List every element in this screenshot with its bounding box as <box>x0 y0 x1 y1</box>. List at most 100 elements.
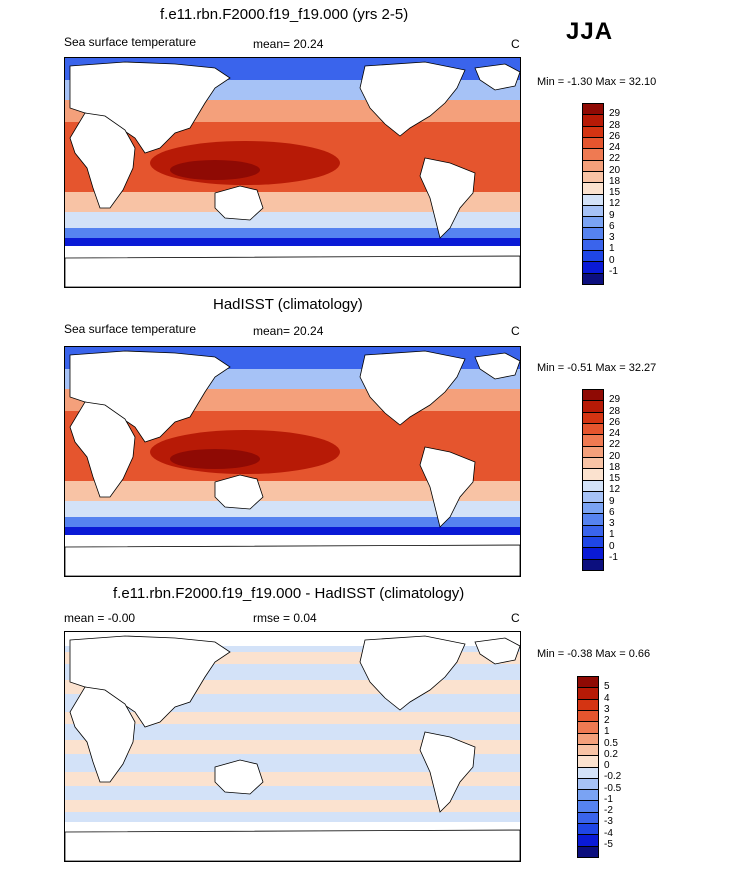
colorbar-tick-label: 20 <box>609 450 621 462</box>
colorbar-swatch <box>583 559 603 570</box>
colorbar-tick-label: -5 <box>604 838 613 850</box>
colorbar-tick-label: -1 <box>604 793 613 805</box>
panel-1-mean: mean= 20.24 <box>253 37 324 51</box>
colorbar-tick-label: 26 <box>609 130 621 142</box>
colorbar-tick-label: 18 <box>609 461 621 473</box>
colorbar-tick-label: -1 <box>609 265 618 277</box>
panel-3-africa <box>69 686 136 783</box>
colorbar-tick-label: 26 <box>609 416 621 428</box>
panel-1-greenland <box>474 63 520 91</box>
panel-1-australia <box>214 185 264 221</box>
panel-3-colorbar-ticks: 5 4 3 2 1 0.5 0.2 0 -0.2 -0.5 -1 -2 -3 -4 -5 <box>604 676 634 856</box>
panel-3-map <box>64 631 521 862</box>
colorbar-tick-label: 0 <box>609 540 615 552</box>
colorbar-tick-label: 29 <box>609 394 621 406</box>
panel-1-band-south-ice <box>65 238 520 246</box>
colorbar-tick-label: 28 <box>609 405 621 417</box>
colorbar-swatch <box>578 722 598 734</box>
panel-3-south-america <box>419 731 476 813</box>
colorbar-swatch <box>578 835 598 847</box>
panel-3-minmax: Min = -0.38 Max = 0.66 <box>537 648 651 660</box>
colorbar-swatch <box>583 273 603 284</box>
colorbar-swatch <box>583 457 603 470</box>
colorbar-tick-label: -4 <box>604 827 613 839</box>
panel-1-warm-pool-core <box>170 160 260 180</box>
colorbar-swatch <box>578 801 598 813</box>
panel-3-australia <box>214 759 264 795</box>
colorbar-tick-label: 20 <box>609 164 621 176</box>
colorbar-swatch <box>583 423 603 436</box>
panel-2-band-south-cool <box>65 501 520 517</box>
colorbar-swatch <box>578 778 598 791</box>
colorbar-swatch <box>578 744 598 757</box>
panel-3-north-america <box>359 635 466 711</box>
panel-2-title: HadISST (climatology) <box>213 296 363 313</box>
colorbar-tick-label: 1 <box>609 529 615 541</box>
colorbar-swatch <box>583 205 603 218</box>
colorbar-tick-label: 18 <box>609 175 621 187</box>
colorbar-swatch <box>578 790 598 802</box>
colorbar-tick-label: 0.2 <box>604 748 618 760</box>
colorbar-swatch <box>583 525 603 538</box>
colorbar-tick-label: -0.5 <box>604 782 622 794</box>
colorbar-swatch <box>583 115 603 127</box>
panel-1-colorbar <box>582 103 604 285</box>
colorbar-swatch <box>583 469 603 481</box>
panel-3-diff-stripe-4 <box>65 740 520 754</box>
panel-1-continents <box>65 61 520 287</box>
panel-3-diff-stripe-5 <box>65 772 520 786</box>
panel-3-mean: mean = -0.00 <box>64 611 136 625</box>
colorbar-tick-label: 0 <box>609 254 615 266</box>
colorbar-swatch <box>583 262 603 274</box>
colorbar-swatch <box>578 756 598 768</box>
panel-1-map <box>64 57 521 288</box>
colorbar-swatch <box>578 677 598 689</box>
panel-1-band-south-mild <box>65 192 520 212</box>
colorbar-tick-label: 3 <box>609 518 615 529</box>
colorbar-swatch <box>583 514 603 526</box>
colorbar-swatch <box>583 137 603 150</box>
colorbar-swatch <box>583 239 603 252</box>
panel-1-band-south-cold <box>65 228 520 238</box>
colorbar-swatch <box>583 126 603 138</box>
colorbar-swatch <box>578 812 598 825</box>
colorbar-swatch <box>578 688 598 700</box>
panel-3-title: f.e11.rbn.F2000.f19_f19.000 - HadISST (c… <box>113 585 465 602</box>
colorbar-tick-label: 28 <box>609 119 621 131</box>
panel-1-map-svg <box>65 58 520 287</box>
colorbar-swatch <box>583 390 603 402</box>
colorbar-tick-label: 6 <box>609 220 615 232</box>
colorbar-tick-label: 0.5 <box>604 737 618 749</box>
panel-3-antarctica <box>65 829 520 861</box>
colorbar-swatch <box>578 846 598 857</box>
panel-2-variable: Sea surface temperature <box>64 322 197 336</box>
season-label: JJA <box>566 18 614 45</box>
panel-2-antarctica <box>65 544 520 576</box>
panel-1-minmax: Min = -1.30 Max = 32.10 <box>537 76 657 88</box>
panel-3-map-svg <box>65 632 520 861</box>
colorbar-tick-label: 12 <box>609 484 621 496</box>
colorbar-tick-label: 29 <box>609 108 621 120</box>
colorbar-swatch <box>583 480 603 492</box>
panel-1-antarctica <box>65 255 520 287</box>
colorbar-swatch <box>578 767 598 779</box>
colorbar-tick-label: -1 <box>609 551 618 563</box>
panel-2-warm-pool-core <box>170 449 260 469</box>
panel-2-australia <box>214 474 264 510</box>
colorbar-tick-label: 15 <box>609 187 621 198</box>
colorbar-tick-label: 22 <box>609 153 621 165</box>
panel-2-continents <box>65 350 520 576</box>
colorbar-swatch <box>583 217 603 229</box>
colorbar-tick-label: -0.2 <box>604 771 622 783</box>
colorbar-swatch <box>583 503 603 515</box>
colorbar-tick-label: 9 <box>609 209 615 221</box>
panel-3-continents <box>65 635 520 861</box>
panel-2-units: C <box>511 324 520 338</box>
colorbar-tick-label: 3 <box>604 703 610 715</box>
panel-2-mean: mean= 20.24 <box>253 324 324 338</box>
colorbar-tick-label: 24 <box>609 428 621 439</box>
colorbar-tick-label: 15 <box>609 473 621 484</box>
panel-2-map <box>64 346 521 577</box>
colorbar-tick-label: 3 <box>609 232 615 243</box>
panel-1-band-south-cool <box>65 212 520 228</box>
